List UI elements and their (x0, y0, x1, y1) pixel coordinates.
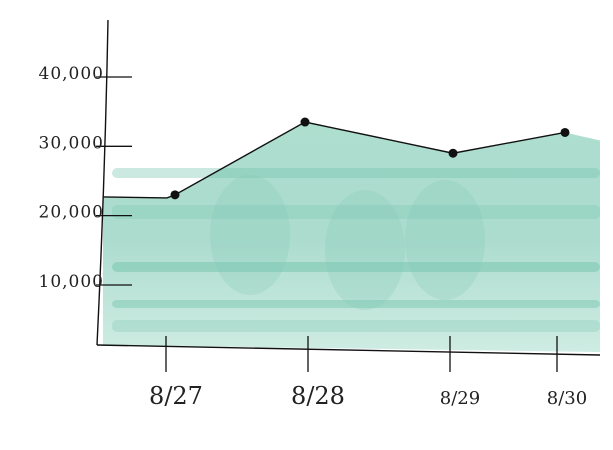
x-tick-label-1: 8/27 (149, 382, 203, 410)
wash-band-5 (112, 320, 600, 332)
y-tick-label-1: 10,000 (39, 272, 104, 292)
wash-band-4 (112, 300, 600, 308)
data-point-1 (170, 190, 180, 200)
watercolor-bands (112, 168, 600, 332)
wash-blob-3 (405, 180, 485, 300)
series-line-layer (102, 121, 566, 199)
y-tick-label-4: 40,000 (39, 64, 104, 84)
x-tick-label-2: 8/28 (291, 382, 345, 410)
axes (96, 19, 601, 372)
x-axis-line (96, 344, 601, 356)
data-point-4 (560, 127, 570, 137)
wash-band-2 (112, 205, 600, 219)
y-tick-label-2: 20,000 (39, 203, 104, 223)
tick-labels: 10,000 20,000 30,000 40,000 8/27 8/28 8/29 8/30 (39, 64, 588, 410)
data-point-3 (448, 148, 458, 158)
wash-blob-1 (210, 175, 290, 295)
wash-band-1 (112, 168, 600, 178)
data-point-2 (300, 117, 310, 127)
data-points (170, 117, 570, 200)
wash-band-3 (112, 262, 600, 272)
wash-blob-2 (325, 190, 405, 310)
y-tick-label-3: 30,000 (39, 133, 104, 153)
area-fill-layer (103, 122, 600, 353)
y-axis-line (96, 19, 109, 346)
x-tick-label-3: 8/29 (440, 388, 480, 409)
series-line (102, 121, 566, 199)
area-fill (103, 122, 600, 353)
x-tick-label-4: 8/30 (547, 388, 587, 409)
